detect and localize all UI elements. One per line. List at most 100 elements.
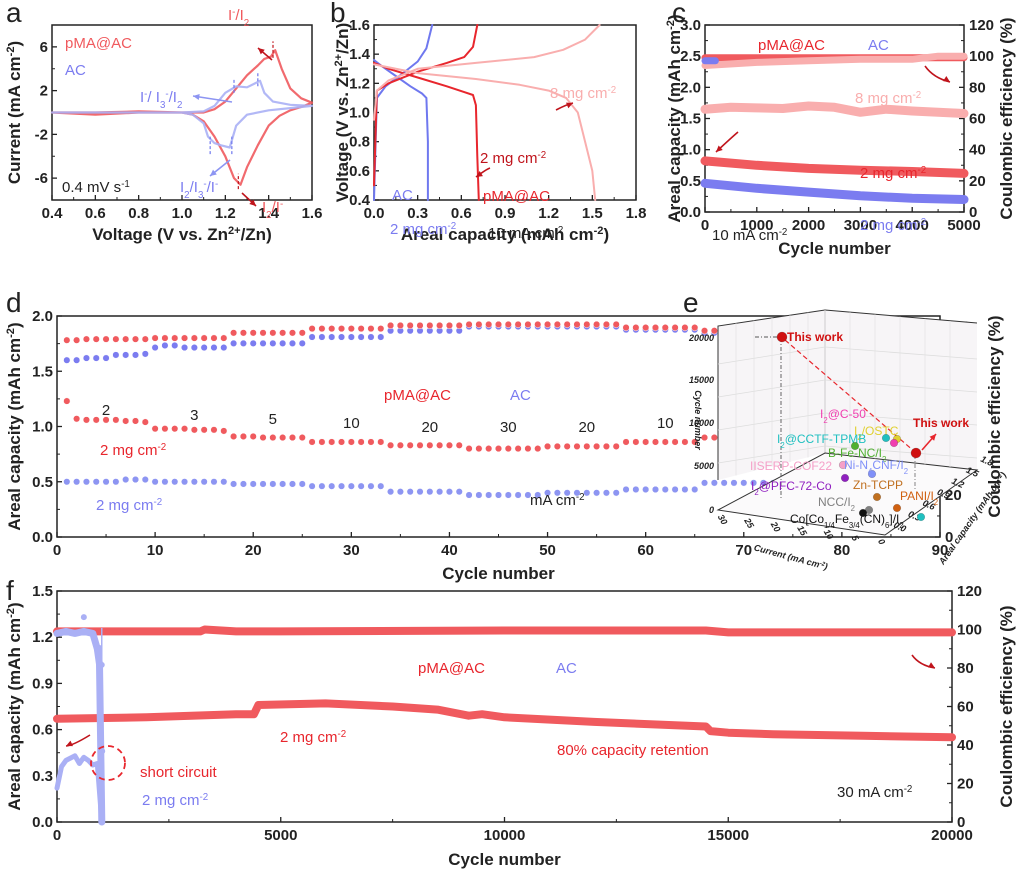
point-pma-ce [485,320,493,328]
point-pma-ce [298,329,306,337]
point-ac-capacity [377,482,385,490]
point-pma-ce [455,321,463,330]
point-label-3: I2@C-50 [820,407,866,425]
panel-a-x-tick-label: 1.2 [215,205,236,222]
point-label-0: This work [787,330,843,344]
panel-f-y2-tick-label: 80 [957,660,974,677]
panel-a-x-tick-label: 1.6 [302,205,323,222]
point-pma-ce [642,324,650,332]
point-ac-ce [92,354,100,362]
point-ac-ce [318,333,326,341]
point-pma-capacity [553,442,561,450]
point-label-10: PANI/I2 [900,489,938,507]
point-pma-capacity [387,441,395,449]
point-pma-capacity [210,426,218,434]
point-pma-ce [612,320,620,328]
annot-retention: 80% capacity retention [557,742,709,759]
arrow-ce-head [928,662,935,668]
point-ac-capacity [416,488,424,496]
point-label-5: B-Fe-NC/I2 [828,446,886,464]
point-pma-ce [220,334,228,342]
point-pma-capacity [504,445,512,453]
panel-a-x-tick-label: 1.4 [258,205,280,222]
point-ac-capacity [426,488,434,496]
point-pma-capacity [63,397,71,405]
panel-e-x-tick-label: 0 [876,537,887,546]
point-ac-capacity [337,482,346,490]
point-label-11: NCC/I2 [818,495,855,513]
annot-2mg-pma: 2 mg cm-2 [280,729,346,747]
panel-e-wall-edge [717,309,978,480]
point-ac-capacity [298,480,306,488]
point-pma-capacity [337,438,346,446]
point-pma-capacity [465,445,473,453]
point-ac-capacity [622,485,630,494]
rate-label: 2 [102,402,110,419]
point-pma-capacity [298,434,306,442]
series-gcd-5 [373,24,601,121]
point-pma-capacity [82,416,90,424]
annot-2mg-pma: 2 mg cm-2 [100,442,166,460]
point-ac-ce [308,333,316,341]
legend-ac: AC [556,660,577,677]
point-extra [916,512,926,522]
panel-b-y-tick-label: 0.6 [349,163,370,180]
point-pma-capacity [632,438,640,446]
point-ac-capacity [73,478,81,486]
panel-f-y-tick-label: 0.3 [32,768,53,785]
point-ac-capacity [406,488,414,496]
panel-f-long-cycling: 0 5000 10000 15000 20000 0.0 0.3 0.6 0.9 1.2 1.5 0 2… [5,583,1016,869]
rate-label: 10 [657,415,674,432]
panel-f-y2label: Coulombic efficiency (%) [997,605,1016,807]
panel-c-y-tick-label: 3.0 [680,17,701,34]
point-pma-ce [553,320,561,328]
panel-c-x-tick-label: 1000 [740,217,773,234]
panel-d-y-tick-label: 0.5 [32,474,53,491]
point-pma-capacity [485,445,493,453]
point-ac-capacity [102,478,110,486]
point-pma-ce [328,325,336,333]
panel-label-f: f [6,575,14,606]
panel-label-d: d [6,287,22,318]
rate-label: 20 [421,419,438,436]
point-pma-capacity [612,442,620,450]
panel-c-y-tick-label: 2.5 [680,48,701,65]
arrow-i-i3-i2 [192,95,233,103]
panel-f-xlabel: Cycle number [448,850,561,869]
panel-label-a: a [6,0,22,28]
point-pma-ce [573,320,581,328]
panel-d-x-tick-label: 90 [932,542,949,559]
panel-c-ylabel: Areal capacity (mAh cm-2) [665,14,684,222]
point-pma-ce [602,320,610,328]
point-pma-capacity [347,438,355,446]
panel-d-y-tick-label: 1.0 [32,419,53,436]
point-ac-capacity [112,478,120,486]
annot-ac: AC [392,187,413,204]
point-pma-ce [190,334,198,342]
point-pma-capacity [357,438,365,446]
annot-2mg-ac: 2 mg cm-2 [390,221,456,239]
legend-pma: pMA@AC [418,660,485,677]
point-ac-ce [200,344,208,352]
panel-b-x-tick-label: 0.9 [495,205,516,222]
point-ac-ce [180,344,189,352]
point-pma-ce [426,321,434,330]
point-pma-capacity [230,432,238,440]
point-pma-ce [171,334,179,342]
panel-c-cycling-10ma: 0 1000 2000 3000 4000 50000.00.51.01.52.02.53… [665,14,1016,258]
panel-f-y-tick-label: 1.2 [32,629,53,646]
point-pma-capacity [269,434,277,442]
point-pma-ce [681,324,689,332]
point-ac-capacity [220,478,228,486]
panel-d-y-tick-label: 1.5 [32,363,53,380]
point-pma-ce [387,321,395,330]
panel-a-x-tick-label: 0.6 [85,205,106,222]
point-pma-ce [465,320,473,328]
panel-e-x-tick-label: 5 [850,533,862,543]
point-ac-capacity [710,479,718,487]
panel-c-y-tick-label: 2.0 [680,79,701,96]
point-pma-capacity [259,434,267,442]
point-ac-ce [151,344,159,352]
panel-b-x-tick-label: 1.8 [626,205,647,222]
